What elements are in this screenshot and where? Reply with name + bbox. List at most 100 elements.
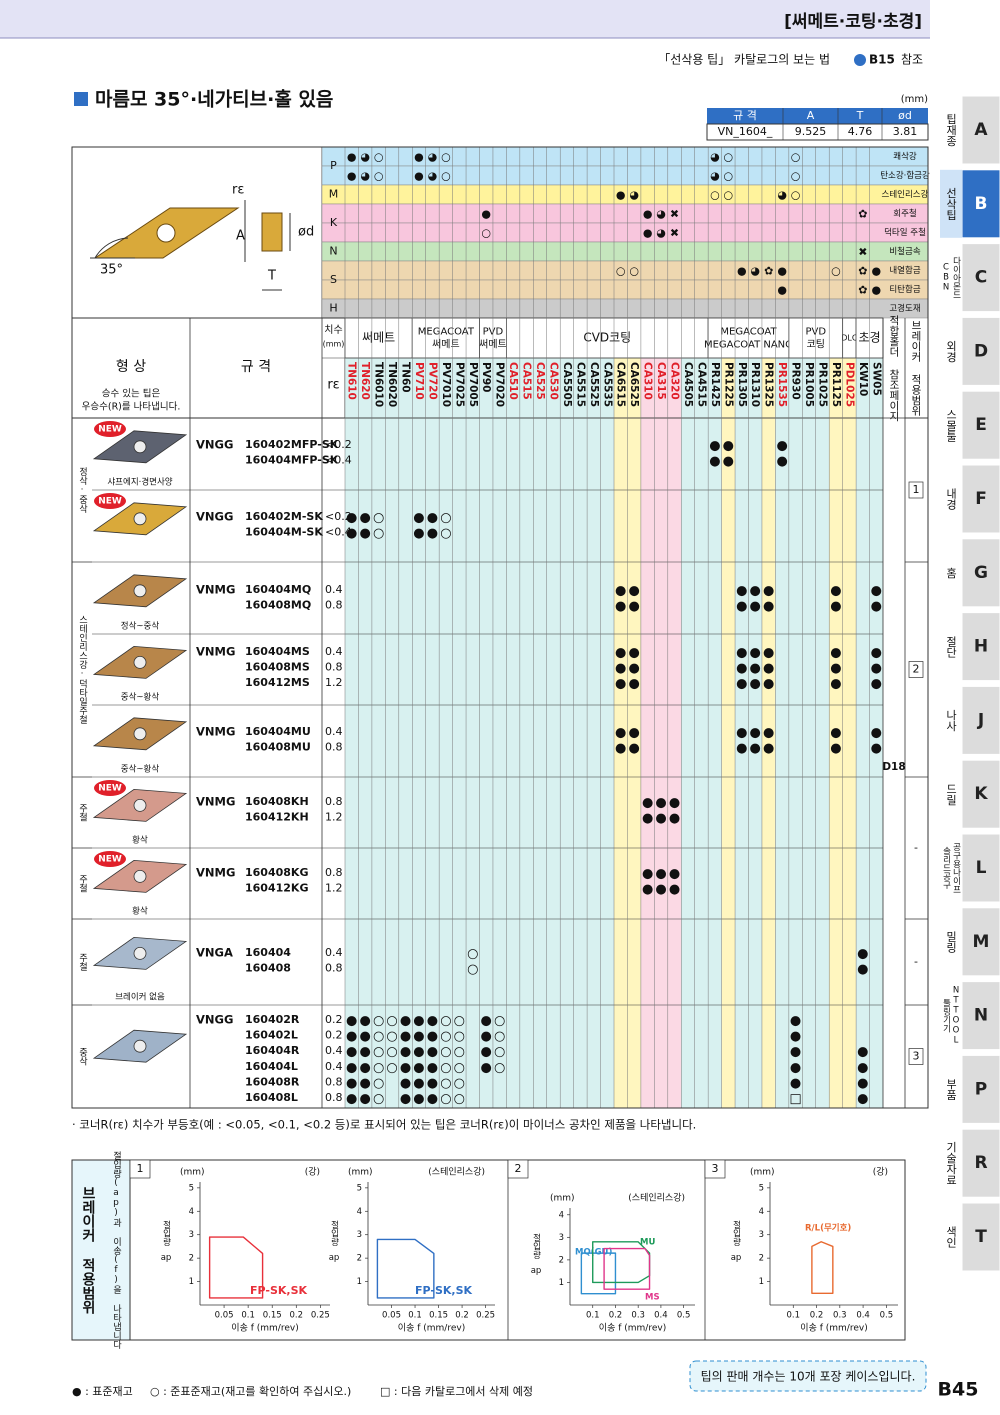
grade-column bbox=[788, 358, 803, 1108]
corner-radius: <0.4 bbox=[325, 454, 352, 467]
grade-column bbox=[721, 358, 736, 1108]
series-label: MS bbox=[645, 1293, 660, 1303]
material-mark: ● bbox=[871, 265, 881, 278]
material-mark: ● bbox=[347, 151, 357, 164]
series-label: MU bbox=[640, 1238, 655, 1248]
stock-mark: ● bbox=[669, 882, 680, 897]
chart-unit: (mm) bbox=[348, 1168, 373, 1178]
tab-letter: B bbox=[975, 194, 988, 214]
grade-name: PV7010 bbox=[440, 362, 452, 407]
spec-code: 160408KG bbox=[245, 866, 308, 879]
range-area bbox=[811, 1241, 834, 1294]
grade-column bbox=[681, 358, 695, 1108]
material-row bbox=[321, 146, 929, 167]
corner-radius: 0.2 bbox=[325, 1013, 343, 1026]
spec-code: 160412KH bbox=[245, 811, 309, 824]
grade-column bbox=[479, 358, 493, 1108]
grade-column bbox=[842, 358, 857, 1108]
grade-name: PV7005 bbox=[467, 362, 479, 407]
stock-mark: ● bbox=[615, 661, 626, 676]
tab-letter-box bbox=[961, 981, 1000, 1051]
stock-mark: ● bbox=[615, 726, 626, 741]
corner-radius: 0.4 bbox=[325, 645, 343, 658]
stock-mark: ● bbox=[642, 882, 653, 897]
y-axis-label: ap bbox=[531, 1266, 542, 1276]
tab-label: 툴링기기 bbox=[941, 999, 951, 1034]
stock-mark: ● bbox=[346, 1029, 357, 1044]
grade-name: CA5525 bbox=[588, 362, 600, 407]
header-breaker: 브레이커 적용범위 bbox=[910, 320, 922, 417]
y-axis-label: 절입량 bbox=[161, 1221, 171, 1247]
stock-mark: ● bbox=[400, 1029, 411, 1044]
grade-column bbox=[452, 358, 467, 1108]
category-label: 주철 bbox=[77, 803, 87, 821]
spec-code: 160404MS bbox=[245, 645, 310, 658]
grade-column bbox=[560, 358, 574, 1108]
diagram-label: 35° bbox=[100, 263, 123, 278]
grade-column bbox=[708, 358, 722, 1108]
stock-mark: ● bbox=[360, 1029, 371, 1044]
material-mark: ● bbox=[616, 189, 626, 202]
material-row bbox=[321, 298, 929, 319]
stock-mark: ● bbox=[427, 1076, 438, 1091]
diagram-label: T bbox=[267, 269, 276, 284]
breaker-panel bbox=[71, 1159, 906, 1341]
spec-code: 160404MU bbox=[245, 725, 311, 738]
corner-radius: <0.2 bbox=[325, 438, 352, 451]
stock-mark: ● bbox=[790, 1029, 801, 1044]
stock-mark: ● bbox=[723, 454, 734, 469]
material-mark: ○ bbox=[831, 265, 841, 278]
stock-mark: ● bbox=[400, 1045, 411, 1060]
material-mark: ● bbox=[643, 227, 653, 240]
tab-active bbox=[940, 169, 962, 238]
new-badge bbox=[94, 851, 126, 867]
stock-mark: ● bbox=[763, 726, 774, 741]
tab-letter-box bbox=[961, 316, 1000, 386]
stock-mark: ● bbox=[427, 1014, 438, 1029]
grade-column bbox=[573, 358, 588, 1108]
stock-mark: ● bbox=[750, 646, 761, 661]
grade-name: CA310 bbox=[642, 362, 654, 400]
stock-mark: ● bbox=[655, 867, 666, 882]
grade-name: PR930 bbox=[790, 362, 802, 400]
tab-letter: T bbox=[975, 1227, 987, 1247]
grade-column bbox=[815, 358, 830, 1108]
stock-mark: ● bbox=[360, 526, 371, 541]
stock-mark: ● bbox=[736, 726, 747, 741]
chart-unit: (mm) bbox=[550, 1194, 575, 1204]
corner-radius: 1.2 bbox=[325, 882, 343, 895]
tab-letter-box bbox=[961, 169, 1000, 239]
stock-mark: ● bbox=[871, 726, 882, 741]
stock-mark: ● bbox=[629, 661, 640, 676]
tab-letter-box bbox=[961, 833, 1000, 903]
material-mark: ○ bbox=[441, 151, 451, 164]
tab-label: 내경 bbox=[945, 488, 958, 510]
y-tick-label: 3 bbox=[759, 1230, 764, 1240]
grade-group-name: MEGACOAT bbox=[418, 327, 475, 338]
insert-hole bbox=[133, 727, 147, 741]
stock-mark: ● bbox=[830, 646, 841, 661]
breaker-panel-label-bg bbox=[71, 1159, 131, 1341]
corner-radius: 0.4 bbox=[325, 725, 343, 738]
stock-mark: ○ bbox=[373, 1045, 384, 1060]
new-label: NEW bbox=[98, 784, 122, 794]
chart-material: (강) bbox=[305, 1167, 320, 1178]
stock-mark: ● bbox=[830, 741, 841, 756]
header-size: (mm) bbox=[323, 340, 345, 349]
x-tick-label: 0.4 bbox=[856, 1311, 870, 1321]
tab-letter: E bbox=[975, 415, 987, 435]
corner-radius: 0.8 bbox=[325, 1091, 343, 1104]
x-tick-label: 0.1 bbox=[787, 1311, 801, 1321]
stock-mark: ● bbox=[763, 677, 774, 692]
stock-mark: ● bbox=[669, 796, 680, 811]
tab-label: 팁재종 bbox=[945, 113, 958, 146]
insert-type: VNMG bbox=[196, 583, 235, 597]
grade-name: SW05 bbox=[870, 362, 882, 396]
stock-mark: ○ bbox=[454, 1060, 465, 1075]
breaker-box bbox=[908, 1048, 924, 1065]
dim-body bbox=[706, 123, 929, 141]
corner-radius: 0.4 bbox=[325, 1060, 343, 1073]
tab-label: 밀링 bbox=[945, 930, 958, 952]
grade-column bbox=[667, 358, 682, 1108]
spec-code: 160408MS bbox=[245, 661, 310, 674]
